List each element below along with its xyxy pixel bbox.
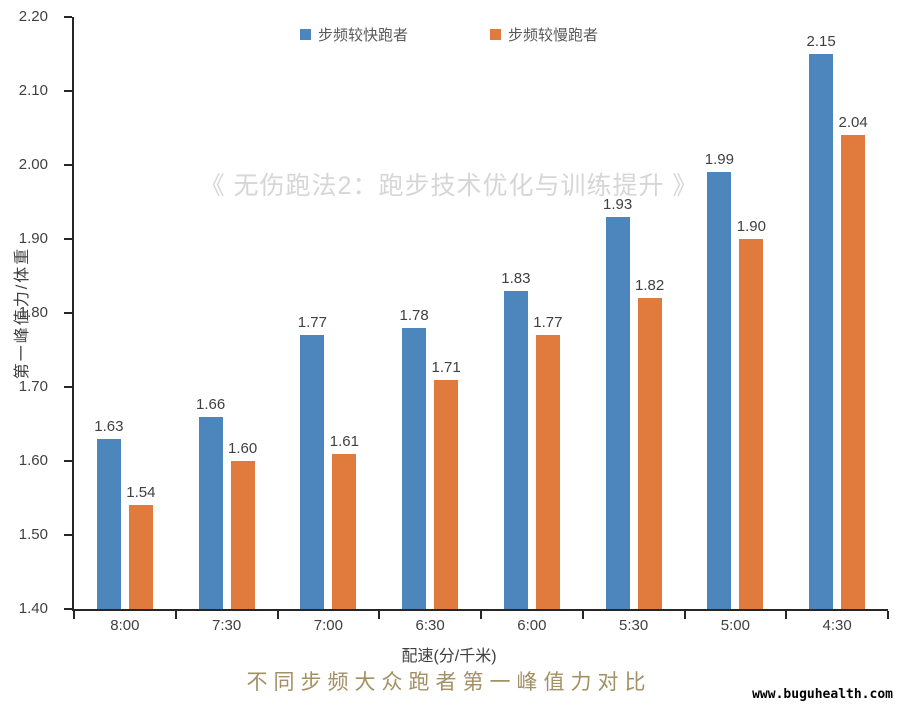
bar-value-label: 2.04 — [838, 114, 868, 132]
bar-group: 1.83 1.77 6:00 — [481, 17, 583, 634]
y-tick-label: 1.70 — [18, 378, 48, 395]
x-category-label: 6:30 — [415, 617, 445, 634]
chart-caption: 不同步频大众跑者第一峰值力对比 — [246, 670, 652, 694]
bar-pair: 1.66 1.60 — [176, 17, 278, 609]
x-category-label: 6:00 — [517, 617, 547, 634]
y-axis-tick-mark — [64, 460, 72, 462]
y-tick-label: 1.80 — [18, 304, 48, 321]
x-category-label: 4:30 — [822, 617, 852, 634]
x-axis-tick-mark — [683, 611, 686, 619]
bar-value-label: 1.99 — [704, 151, 734, 169]
bar-value-label: 1.71 — [431, 358, 461, 376]
legend-swatch-slow-icon — [490, 29, 501, 40]
y-tick-label: 1.90 — [18, 230, 48, 247]
bar-fast-cadence: 1.78 — [400, 307, 429, 609]
bar-group: 1.66 1.60 7:30 — [176, 17, 278, 634]
bar-pair: 1.78 1.71 — [379, 17, 481, 609]
x-axis-tick-mark — [174, 611, 177, 619]
bar-value-label: 1.66 — [196, 395, 226, 413]
bar-group: 2.15 2.04 4:30 — [786, 17, 888, 634]
bar-fast-cadence: 1.93 — [603, 196, 632, 609]
x-axis-tick-mark — [73, 611, 75, 619]
bar-slow-cadence: 1.82 — [635, 277, 664, 609]
bar-fast-cadence: 1.99 — [705, 151, 734, 609]
bar-value-label: 1.77 — [533, 314, 563, 332]
bar-group: 1.78 1.71 6:30 — [379, 17, 481, 634]
bar-slow-cadence: 1.71 — [432, 359, 461, 609]
y-tick-label: 1.40 — [18, 600, 48, 617]
y-axis-tick-mark — [64, 608, 72, 610]
bar-value-label: 2.15 — [806, 33, 836, 50]
x-axis-tick-mark — [581, 611, 584, 619]
legend-swatch-fast-icon — [299, 29, 311, 40]
bar-slow-cadence: 1.77 — [533, 314, 562, 609]
x-axis-tick-mark — [276, 611, 279, 619]
legend: 步频较快跑者 步频较慢跑者 — [0, 24, 898, 45]
y-tick-label: 1.50 — [18, 526, 48, 543]
bar-pair: 1.83 1.77 — [481, 17, 583, 609]
x-category-label: 7:00 — [313, 617, 343, 634]
x-category-label: 5:30 — [619, 617, 649, 634]
bar-value-label: 1.78 — [399, 306, 429, 324]
bar-fast-cadence: 1.63 — [94, 418, 123, 609]
x-category-label: 5:00 — [720, 617, 750, 634]
bar-slow-cadence: 1.90 — [737, 218, 766, 609]
bar-slow-cadence: 1.54 — [126, 484, 155, 609]
y-tick-label: 2.00 — [18, 156, 48, 173]
y-axis-tick-mark — [64, 312, 72, 314]
x-axis-tick-mark — [785, 611, 788, 619]
bar-fast-cadence: 1.77 — [298, 314, 327, 609]
bar-group: 1.63 1.54 8:00 — [74, 17, 176, 634]
bar-value-label: 1.77 — [297, 314, 327, 332]
bar-value-label: 1.60 — [228, 440, 258, 457]
legend-item-slow-cadence: 步频较慢跑者 — [490, 24, 598, 45]
y-axis-tick-mark — [64, 386, 72, 388]
bar-value-label: 1.54 — [126, 484, 156, 502]
bar-pair: 2.15 2.04 — [786, 17, 888, 609]
bar-value-label: 1.93 — [603, 195, 633, 213]
bar-group: 1.77 1.61 7:00 — [278, 17, 380, 634]
bar-fast-cadence: 1.83 — [501, 270, 530, 609]
bar-value-label: 1.83 — [501, 269, 531, 287]
bar-value-label: 1.61 — [329, 432, 359, 450]
plot-area: 1.63 1.54 8:00 1.66 1.60 7:30 1.77 1.61 7:00 1.78… — [64, 16, 889, 634]
y-axis-tick-mark — [64, 534, 72, 536]
legend-label-fast: 步频较快跑者 — [317, 27, 408, 44]
bar-value-label: 1.90 — [736, 218, 766, 235]
bar-slow-cadence: 2.04 — [839, 114, 868, 609]
bar-pair: 1.77 1.61 — [278, 17, 380, 609]
bar-value-label: 1.82 — [635, 277, 665, 295]
legend-item-fast-cadence: 步频较快跑者 — [299, 24, 408, 45]
x-axis-tick-mark — [887, 611, 889, 619]
bar-group: 1.99 1.90 5:00 — [685, 17, 787, 634]
y-tick-label: 1.60 — [18, 452, 48, 469]
x-category-label: 8:00 — [110, 617, 140, 634]
x-category-label: 7:30 — [212, 617, 242, 634]
bar-pair: 1.93 1.82 — [583, 17, 685, 609]
x-axis-tick-mark — [480, 611, 482, 619]
y-axis-tick-labels: 2.20 2.10 2.00 1.90 1.80 1.70 1.60 1.50 1.40 — [0, 8, 62, 617]
bar-fast-cadence: 2.15 — [807, 33, 836, 609]
bar-pair: 1.63 1.54 — [74, 17, 176, 609]
y-axis-tick-mark — [64, 90, 72, 92]
y-tick-label: 2.20 — [18, 8, 48, 25]
bar-value-label: 1.63 — [94, 417, 124, 435]
legend-label-slow: 步频较慢跑者 — [508, 27, 599, 44]
bar-slow-cadence: 1.61 — [330, 433, 359, 609]
y-axis-tick-mark — [64, 16, 72, 18]
y-axis-tick-mark — [64, 238, 72, 240]
y-axis-tick-mark — [64, 164, 72, 166]
website-watermark: www.buguhealth.com — [752, 687, 893, 702]
y-tick-label: 2.10 — [18, 82, 48, 99]
bar-slow-cadence: 1.60 — [228, 440, 257, 609]
x-axis-tick-mark — [378, 611, 381, 619]
bar-pair: 1.99 1.90 — [685, 17, 787, 609]
x-axis-title: 配速(分/千米) — [401, 648, 497, 665]
bar-group: 1.93 1.82 5:30 — [583, 17, 685, 634]
bar-fast-cadence: 1.66 — [196, 396, 225, 609]
